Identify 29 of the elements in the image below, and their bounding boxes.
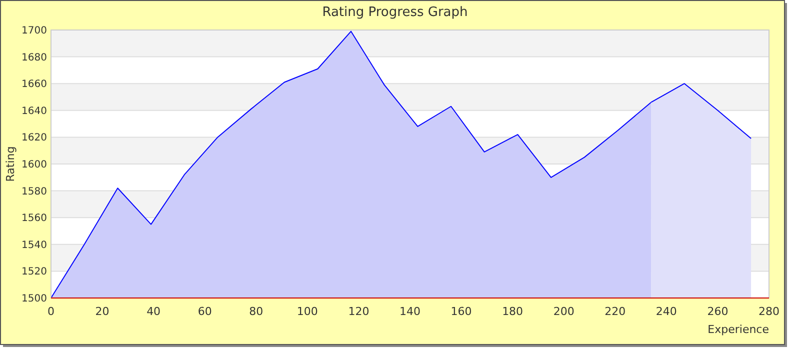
y-tick-label: 1640 [22, 106, 47, 117]
y-tick-label: 1680 [22, 52, 47, 64]
x-axis-title: Experience [708, 323, 770, 336]
y-tick-label: 1700 [22, 26, 47, 36]
x-tick-label: 20 [95, 305, 110, 318]
x-tick-label: 100 [296, 305, 318, 318]
x-tick-label: 260 [707, 305, 728, 318]
y-axis-title: Rating [4, 146, 17, 182]
y-tick-label: 1580 [22, 186, 47, 198]
x-tick-label: 240 [656, 305, 677, 318]
chart-title: Rating Progress Graph [322, 5, 468, 20]
x-tick-label: 40 [146, 305, 161, 318]
x-tick-label: 80 [249, 305, 264, 318]
x-tick-label: 60 [198, 305, 212, 318]
x-tick-label: 220 [604, 305, 626, 318]
y-tick-label: 1660 [22, 79, 47, 90]
x-tick-label: 180 [502, 305, 524, 318]
x-tick-label: 0 [48, 305, 54, 318]
y-tick-label: 1500 [22, 294, 47, 304]
y-tick-label: 1600 [22, 160, 47, 170]
x-tick-label: 160 [450, 305, 472, 318]
x-tick-label: 200 [553, 305, 574, 318]
y-tick-label: 1520 [22, 266, 47, 278]
y-tick-label: 1620 [22, 132, 47, 144]
y-tick-label: 1560 [22, 213, 47, 224]
x-tick-label: 120 [348, 305, 370, 318]
x-tick-label: 140 [400, 305, 420, 318]
x-tick-label: 280 [758, 305, 780, 318]
y-tick-label: 1540 [22, 240, 47, 251]
